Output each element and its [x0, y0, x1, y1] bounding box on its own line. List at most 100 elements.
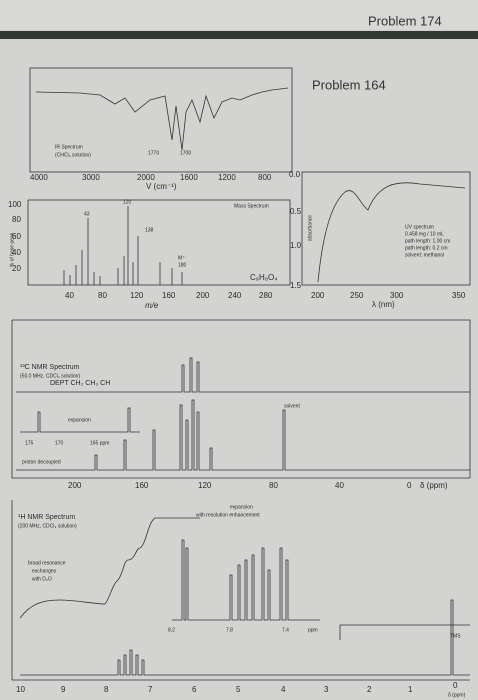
mass-ion: M⁺·	[178, 255, 187, 261]
c13-expansion	[20, 407, 140, 433]
h1-broad: exchanges	[32, 568, 57, 574]
h1-tick: 9	[61, 685, 66, 694]
paper	[0, 39, 478, 700]
mass-ylabel: % of base peak	[9, 232, 15, 267]
h1-tms: TMS	[450, 633, 461, 639]
mass-ion-mass: 180	[178, 262, 187, 268]
mass-title: Mass Spectrum	[234, 203, 269, 209]
mass-panel: % of base peak 100 80 60 40 20 40 80 120…	[8, 199, 291, 310]
h1-tick: 2	[367, 685, 372, 694]
ir-frame	[29, 67, 293, 173]
h1-xlabel: δ (ppm)	[448, 692, 466, 698]
h1-trace	[20, 599, 470, 676]
uv-note: UV spectrum	[405, 224, 434, 230]
c13-dept: DEPT CH₂ CH₃ CH	[50, 380, 110, 387]
ir-tick: 4000	[30, 173, 48, 182]
mass-peak-label: 120	[123, 199, 132, 205]
dark-band	[0, 31, 478, 39]
mass-xtick: 200	[196, 291, 210, 300]
c13-tick: 120	[198, 481, 212, 490]
uv-xlabel: λ (nm)	[372, 300, 395, 309]
ir-peak: 1770	[148, 150, 159, 156]
h1-tick: 5	[236, 685, 241, 694]
c13-frame	[11, 319, 471, 479]
c13-tick: 80	[269, 481, 278, 490]
mass-xtick: 160	[162, 291, 176, 300]
h1-exp-tick: 8.2	[168, 627, 175, 633]
mass-ytick: 40	[12, 248, 21, 257]
h1-broad: broad resonance	[28, 560, 66, 566]
h1-tick: 4	[281, 685, 286, 694]
uv-trace	[317, 182, 466, 283]
mass-xtick: 240	[228, 291, 242, 300]
mass-formula: C₉H₈O₄	[250, 273, 278, 282]
ir-tick: 3000	[82, 173, 100, 182]
c13-dept-trace	[16, 357, 470, 393]
mass-ytick: 20	[12, 264, 21, 273]
uv-frame	[301, 171, 471, 286]
uv-ytick: 0.5	[290, 207, 302, 216]
c13-expansion-label: expansion	[68, 417, 91, 423]
c13-tick: 40	[335, 481, 344, 490]
mass-xtick: 120	[130, 291, 144, 300]
h1-subtitle: (200 MHz, CDCl₃ solution)	[18, 523, 77, 529]
h1-exp-tick: 7.8	[226, 627, 233, 633]
h1-tick: 7	[148, 685, 153, 694]
c13-subtitle: (50.0 MHz, CDCl₃ solution)	[20, 373, 80, 379]
c13-exp-tick: 170	[55, 440, 64, 446]
mass-ytick: 60	[12, 232, 21, 241]
mass-xtick: 40	[65, 291, 74, 300]
mass-frame	[27, 199, 291, 286]
h1-panel: ¹H NMR Spectrum (200 MHz, CDCl₃ solution…	[11, 500, 470, 698]
h1-title: ¹H NMR Spectrum	[18, 514, 75, 521]
h1-tick: 8	[104, 685, 109, 694]
ir-tick: 2000	[137, 173, 155, 182]
mass-xtick: 280	[259, 291, 273, 300]
c13-exp-tick: 175	[25, 440, 34, 446]
uv-xtick: 200	[311, 291, 325, 300]
problem-main: Problem 164	[312, 77, 386, 92]
uv-xtick: 250	[350, 291, 364, 300]
c13-trace	[16, 399, 470, 471]
uv-note: 0.458 mg / 10 mL	[405, 231, 444, 237]
h1-exp-tick: 7.4	[282, 627, 289, 633]
mass-ytick: 100	[8, 200, 22, 209]
uv-ytick: 1.0	[290, 241, 302, 250]
h1-tick: 10	[16, 685, 25, 694]
c13-exp-tick: 165 ppm	[90, 440, 109, 446]
uv-ylabel: absorbance	[307, 215, 313, 241]
uv-xtick: 350	[452, 291, 466, 300]
ir-tick: 1600	[180, 173, 198, 182]
h1-expansion: expansion	[230, 504, 253, 510]
h1-expansion-trace	[172, 539, 320, 621]
uv-panel: absorbance 0.0 0.5 1.0 1.5 200 250 300 3…	[289, 170, 471, 309]
top-strip	[0, 0, 478, 30]
c13-tick: 0	[407, 481, 412, 490]
h1-tick: 6	[192, 685, 197, 694]
mass-peak-label: 138	[145, 227, 154, 233]
mass-peak-label: 43	[84, 211, 90, 217]
mass-ytick: 80	[12, 215, 21, 224]
c13-title: ¹³C NMR Spectrum	[20, 364, 80, 371]
c13-decoupled: proton decoupled	[22, 459, 61, 465]
ir-title: IR Spectrum	[55, 144, 83, 150]
mass-peaks	[63, 206, 183, 285]
ir-tick: 800	[258, 173, 272, 182]
h1-frame	[11, 500, 470, 681]
ir-panel: IR Spectrum (CHCl₃ solution) 1770 1700 4…	[29, 67, 293, 191]
uv-note: path length: 0.2 cm	[405, 245, 448, 251]
ir-trace	[35, 87, 289, 151]
c13-xlabel: δ (ppm)	[420, 481, 448, 490]
h1-tick: 3	[324, 685, 329, 694]
h1-tick: 0	[453, 681, 458, 690]
mass-xlabel: m/e	[145, 301, 159, 310]
uv-xtick: 300	[390, 291, 404, 300]
c13-panel: ¹³C NMR Spectrum (50.0 MHz, CDCl₃ soluti…	[11, 319, 471, 490]
mass-xtick: 80	[98, 291, 107, 300]
ir-xlabel: V (cm⁻¹)	[146, 182, 177, 191]
h1-broad: with D₂O	[32, 576, 52, 582]
problem-top: Problem 174	[368, 13, 442, 28]
h1-tick: 1	[408, 685, 413, 694]
